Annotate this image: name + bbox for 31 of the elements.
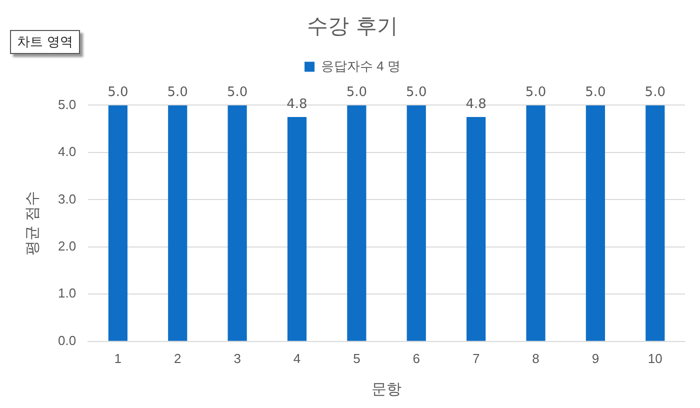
y-tick-label: 1.0 <box>58 286 76 301</box>
x-tick-label: 8 <box>532 350 540 366</box>
data-label: 5.0 <box>585 85 606 100</box>
x-tick-label: 4 <box>293 350 301 366</box>
data-label: 5.0 <box>167 85 188 100</box>
data-label: 5.0 <box>406 85 427 100</box>
x-tick-label: 1 <box>114 350 122 366</box>
y-axis-title: 평균 점수 <box>24 191 42 256</box>
y-tick-label: 4.0 <box>58 144 76 160</box>
data-label: 5.0 <box>525 85 546 100</box>
data-label: 5.0 <box>644 85 666 100</box>
x-tick-label: 5 <box>353 350 360 366</box>
text: 차트 영역 <box>10 30 80 54</box>
x-tick-label: 7 <box>472 350 480 366</box>
y-tick-label: 2.0 <box>58 238 76 254</box>
data-label: 5.0 <box>226 85 248 100</box>
y-tick-label: 3.0 <box>58 191 76 206</box>
x-tick-label: 3 <box>234 350 241 366</box>
x-tick-label: 10 <box>648 350 662 366</box>
x-axis-title: 문항 <box>372 381 402 398</box>
y-tick-label: 0.0 <box>58 332 76 348</box>
data-label: 4.8 <box>466 96 486 112</box>
y-tick-label: 5.0 <box>58 96 76 112</box>
x-tick-label: 9 <box>592 350 600 366</box>
chart-title: 수강 후기 <box>307 14 398 38</box>
data-label: 4.8 <box>286 96 308 112</box>
x-tick-label: 2 <box>174 350 182 366</box>
x-tick-label: 6 <box>412 350 420 366</box>
data-label: 5.0 <box>108 85 128 100</box>
legend-label: 응답자수 4 명 <box>321 58 400 74</box>
data-label: 5.0 <box>346 85 368 100</box>
